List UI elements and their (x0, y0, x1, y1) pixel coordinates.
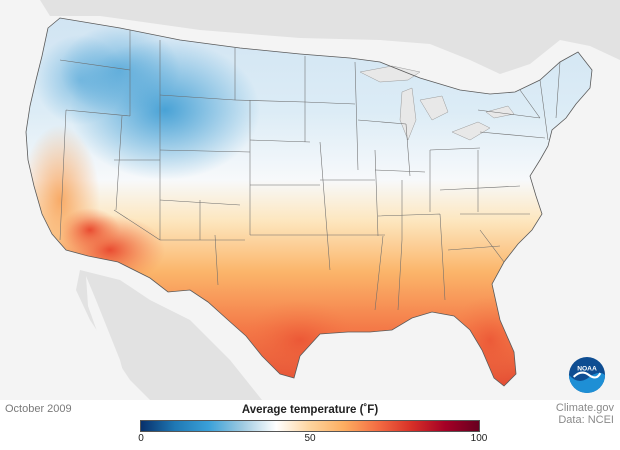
background-landmass (40, 0, 620, 400)
legend-tick-max: 100 (470, 433, 488, 444)
state-borders (59, 30, 561, 311)
map-footer: October 2009 Average temperature (˚F) 0 … (0, 400, 620, 450)
legend-title: Average temperature (˚F) (241, 404, 379, 416)
us-outline (25, 17, 593, 387)
source-credit: Climate.gov Data: NCEI (556, 402, 614, 426)
noaa-logo-text: NOAA (577, 365, 597, 372)
noaa-logo-icon: NOAA (568, 356, 606, 394)
legend-color-bar (140, 420, 480, 432)
temperature-map (25, 0, 620, 400)
credit-line-2: Data: NCEI (558, 414, 614, 426)
credit-line-1: Climate.gov (555, 402, 614, 414)
map-svg (25, 0, 620, 400)
legend-tick-min: 0 (138, 433, 144, 444)
lakes (359, 65, 515, 141)
date-label: October 2009 (5, 403, 72, 415)
legend-tick-mid: 50 (304, 433, 316, 444)
